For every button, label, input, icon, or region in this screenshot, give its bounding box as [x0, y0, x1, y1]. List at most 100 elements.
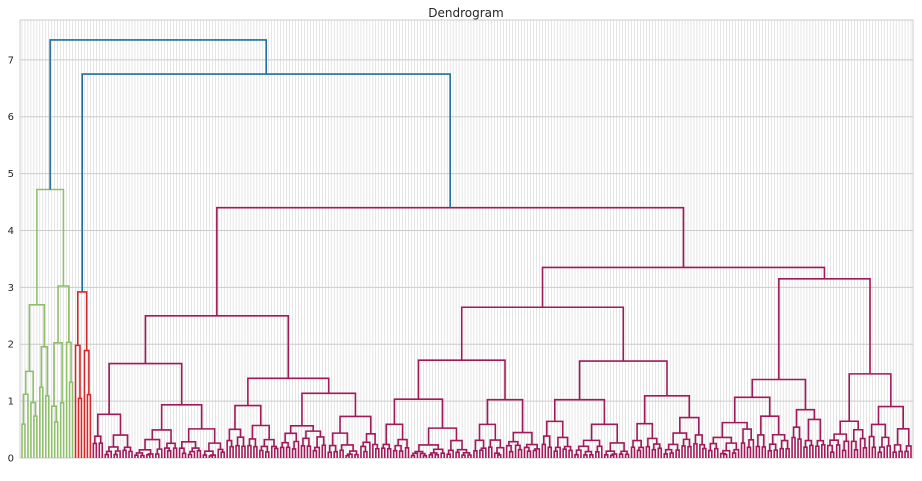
y-tick-label: 1 — [8, 397, 14, 408]
dendrogram-link — [28, 303, 46, 372]
dendrogram-link — [721, 421, 748, 438]
dendrogram-link — [446, 453, 451, 458]
dendrogram-link — [235, 444, 240, 458]
dendrogram-link — [285, 446, 291, 458]
dendrogram-link — [375, 447, 380, 458]
dendrogram-link — [557, 436, 569, 448]
y-tick-label: 7 — [8, 55, 14, 66]
dendrogram-link — [432, 448, 444, 454]
dendrogram-link — [620, 450, 628, 455]
dendrogram-link — [166, 442, 176, 449]
dendrogram-link — [681, 445, 686, 458]
dendrogram-link — [843, 440, 850, 458]
y-axis-ticks: 0 1 2 3 4 5 6 7 — [8, 55, 14, 464]
dendrogram-link — [302, 437, 310, 447]
dendrogram-link — [460, 306, 625, 362]
dendrogram-link — [578, 360, 668, 400]
dendrogram-link — [657, 447, 663, 458]
dendrogram-link — [575, 449, 582, 458]
dendrogram-link — [447, 449, 454, 458]
dendrogram-link — [878, 446, 886, 458]
dendrogram-link — [795, 408, 816, 428]
dendrogram-link — [525, 443, 538, 449]
dendrogram-link — [543, 435, 551, 448]
dendrogram-link — [247, 444, 252, 458]
dendrogram-link — [345, 454, 350, 458]
dendrogram-link — [281, 441, 289, 448]
y-tick-label: 2 — [8, 340, 14, 351]
dendrogram-link — [68, 381, 74, 458]
dendrogram-link — [792, 426, 801, 440]
dendrogram-link — [94, 435, 102, 444]
dendrogram-link — [105, 450, 112, 458]
dendrogram-link — [868, 435, 875, 458]
dendrogram-link — [234, 404, 262, 430]
dendrogram-link — [241, 445, 246, 458]
dendrogram-link — [392, 449, 398, 458]
dendrogram-link — [618, 453, 624, 458]
grid-lines — [20, 20, 913, 459]
dendrogram-link — [417, 359, 506, 400]
dendrogram-link — [316, 436, 325, 448]
dendrogram-link — [892, 451, 897, 458]
dendrogram-link — [523, 446, 530, 458]
dendrogram-link — [771, 433, 786, 445]
dendrogram-link — [36, 188, 65, 305]
dendrogram-link — [354, 453, 359, 458]
dendrogram-link — [624, 453, 630, 458]
dendrogram-link — [508, 440, 519, 446]
dendrogram-link — [147, 453, 154, 458]
dendrogram-link — [300, 444, 306, 458]
dendrogram-link — [331, 432, 349, 446]
dendrogram-link — [181, 452, 187, 458]
dendrogram-link — [146, 454, 151, 458]
dendrogram-link — [138, 448, 152, 454]
dendrogram-link — [748, 438, 755, 458]
dendrogram-link — [547, 446, 553, 458]
y-tick-label: 3 — [8, 283, 14, 294]
dendrogram-link — [473, 449, 478, 458]
dendrogram-link — [363, 450, 368, 458]
dendrogram-link — [725, 442, 738, 451]
dendrogram-link — [605, 450, 616, 455]
dendrogram-link — [554, 446, 561, 458]
dendrogram-link — [881, 436, 890, 448]
dendrogram-link — [582, 439, 601, 447]
dendrogram-link — [672, 432, 688, 445]
dendrogram-link — [905, 445, 912, 458]
dendrogram-link — [636, 449, 642, 458]
dendrogram-link — [187, 453, 193, 458]
y-tick-label: 4 — [8, 226, 14, 237]
dendrogram-link — [532, 449, 538, 458]
dendrogram-link — [226, 439, 233, 458]
dendrogram-link — [590, 423, 619, 443]
dendrogram-link — [709, 442, 718, 451]
dendrogram-link — [114, 450, 121, 458]
dendrogram-link — [247, 377, 330, 406]
dendrogram-link — [265, 451, 270, 458]
y-tick-label: 6 — [8, 112, 14, 123]
dendrogram-link — [708, 449, 713, 458]
dendrogram-link — [517, 448, 523, 458]
dendrogram-link — [328, 444, 337, 453]
dendrogram-link — [77, 397, 83, 458]
dendrogram-link — [760, 415, 780, 435]
dendrogram-link — [609, 454, 615, 458]
dendrogram-link — [611, 453, 618, 458]
dendrogram-link — [386, 447, 392, 458]
dendrogram-link — [74, 344, 81, 458]
dendrogram-link — [419, 452, 426, 458]
dendrogram-link — [785, 447, 790, 458]
dendrogram-link — [675, 449, 680, 458]
y-tick-label: 5 — [8, 169, 14, 180]
dendrogram-link — [123, 446, 132, 452]
dendrogram-link — [44, 394, 50, 458]
dendrogram-link — [360, 445, 367, 458]
dendrogram-link — [767, 450, 773, 458]
dendrogram-link — [57, 285, 70, 343]
dendrogram-link — [372, 443, 379, 458]
dendrogram-link — [21, 423, 26, 458]
dendrogram-link — [172, 447, 178, 458]
dendrogram-link — [97, 413, 122, 437]
